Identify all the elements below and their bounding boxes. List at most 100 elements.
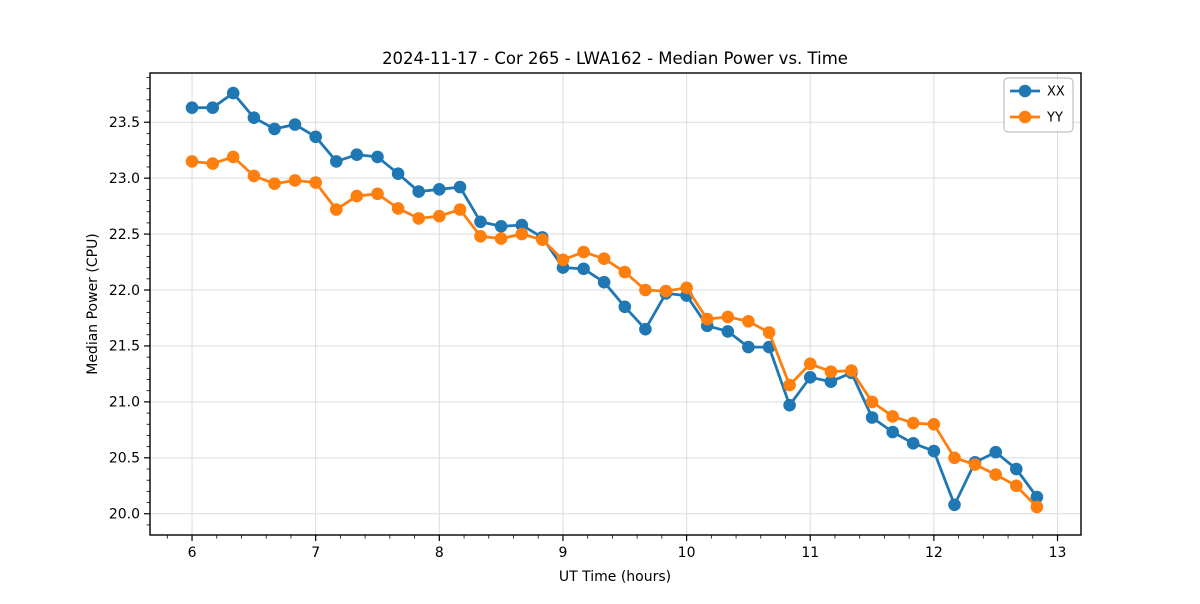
data-point-yy <box>309 176 323 189</box>
y-tick-label: 23.5 <box>109 115 140 131</box>
y-tick-label: 21.0 <box>109 395 140 411</box>
x-tick-label: 13 <box>1049 545 1067 561</box>
y-tick-label: 22.5 <box>109 227 140 243</box>
data-point-xx <box>1010 462 1023 476</box>
data-point-yy <box>474 230 487 243</box>
y-axis-ticks <box>144 121 150 515</box>
data-point-yy <box>433 209 446 223</box>
data-point-xx <box>721 325 735 338</box>
data-point-xx <box>309 130 323 144</box>
y-tick-label: 20.5 <box>109 451 140 467</box>
x-tick-label: 11 <box>801 545 819 561</box>
data-point-yy <box>989 468 1002 481</box>
data-point-xx <box>350 148 364 161</box>
data-point-xx <box>1030 490 1044 504</box>
data-point-xx <box>783 398 796 412</box>
x-tick-labels: 6 7 8 9 10 11 12 13 <box>188 545 1067 561</box>
data-point-xx <box>494 220 508 233</box>
data-point-yy <box>371 187 384 201</box>
data-point-yy <box>845 364 858 377</box>
y-tick-label: 23.0 <box>109 171 140 187</box>
data-point-xx <box>226 86 240 100</box>
y-tick-label: 21.5 <box>109 339 140 355</box>
data-point-yy <box>597 252 611 265</box>
data-point-yy <box>577 245 590 259</box>
y-tick-label: 22.0 <box>109 283 140 299</box>
series-yy-line <box>190 155 1039 509</box>
data-point-yy <box>350 189 364 203</box>
data-point-yy <box>536 233 549 246</box>
data-point-yy <box>742 315 755 328</box>
chart-title: 2024-11-17 - Cor 265 - LWA162 - Median P… <box>382 49 848 68</box>
data-point-xx <box>288 118 302 131</box>
data-point-yy <box>783 378 796 392</box>
data-point-yy <box>206 157 219 170</box>
legend-label-yy: YY <box>1046 111 1063 126</box>
data-point-xx <box>391 167 405 180</box>
data-point-yy <box>721 310 735 324</box>
x-tick-label: 6 <box>188 545 197 561</box>
x-tick-label: 7 <box>311 545 320 561</box>
data-point-yy <box>412 212 426 225</box>
x-tick-label: 12 <box>925 545 943 561</box>
data-point-xx <box>618 300 632 314</box>
data-point-yy <box>1010 479 1023 493</box>
data-point-xx <box>865 411 879 424</box>
data-point-yy <box>618 265 632 279</box>
data-point-yy <box>1030 500 1044 514</box>
data-point-yy <box>927 418 941 431</box>
data-point-xx <box>185 101 199 114</box>
data-point-yy <box>453 203 467 216</box>
data-point-xx <box>948 498 961 512</box>
data-point-xx <box>453 180 467 194</box>
data-point-yy <box>824 365 838 379</box>
data-point-xx <box>803 371 817 384</box>
data-point-yy <box>659 284 673 298</box>
data-point-xx <box>886 425 899 439</box>
data-point-yy <box>494 232 508 245</box>
legend: XX YY <box>1003 77 1074 133</box>
data-point-yy <box>226 150 240 164</box>
data-point-yy <box>948 451 961 465</box>
data-point-xx <box>412 185 426 198</box>
data-point-xx <box>989 445 1002 459</box>
data-point-yy <box>865 395 879 409</box>
data-point-yy <box>906 416 920 430</box>
data-point-xx <box>906 437 920 450</box>
data-point-yy <box>700 312 714 326</box>
x-tick-label: 10 <box>678 545 696 561</box>
data-point-xx <box>927 444 941 458</box>
data-point-xx <box>247 111 261 124</box>
y-tick-labels: 20.0 20.5 21.0 21.5 22.0 22.5 23.0 23.5 <box>109 115 140 523</box>
data-point-xx <box>515 218 529 232</box>
plot-frame <box>149 72 1082 536</box>
data-point-xx <box>371 150 384 164</box>
x-axis-ticks <box>191 535 1059 541</box>
x-tick-label: 8 <box>435 545 444 561</box>
data-point-yy <box>247 169 261 183</box>
data-point-yy <box>268 177 281 190</box>
data-point-yy <box>330 203 343 216</box>
data-point-xx <box>206 101 219 114</box>
legend-entry-xx: XX <box>1010 85 1065 100</box>
data-point-xx <box>824 375 838 389</box>
x-axis-label: UT Time (hours) <box>559 569 671 585</box>
data-point-xx <box>597 275 611 289</box>
data-point-yy <box>762 326 776 339</box>
data-point-xx <box>330 155 343 168</box>
data-point-yy <box>556 253 570 267</box>
y-axis-label: Median Power (CPU) <box>85 233 101 375</box>
series-yy-markers <box>185 150 1044 514</box>
data-point-yy <box>288 174 302 187</box>
chart-layers: 6 7 8 9 10 11 12 13 20.0 20.5 21.0 21.5 22.0 22.5 23.0… <box>109 73 1081 561</box>
legend-entry-yy: YY <box>1010 111 1063 126</box>
data-point-xx <box>474 215 487 229</box>
legend-label-xx: XX <box>1047 85 1065 100</box>
data-point-yy <box>185 155 199 168</box>
minor-ticks <box>146 77 1034 539</box>
x-tick-label: 9 <box>558 545 567 561</box>
data-point-yy <box>639 283 652 297</box>
y-tick-label: 20.0 <box>109 507 140 523</box>
data-point-yy <box>391 202 405 215</box>
